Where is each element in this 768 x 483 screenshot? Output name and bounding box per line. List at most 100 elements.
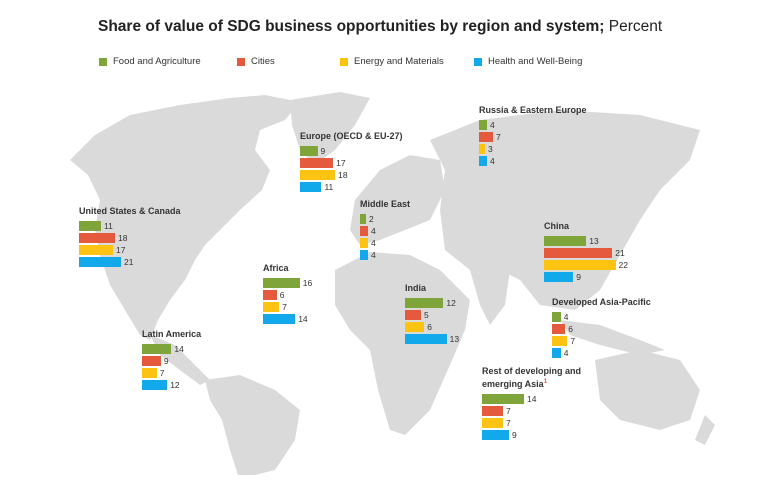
- bar-value: 12: [170, 380, 180, 390]
- bar-row: 4: [360, 249, 410, 261]
- bar-row: 11: [300, 181, 403, 193]
- region-title: Europe (OECD & EU-27): [300, 131, 403, 141]
- bar-row: 14: [263, 313, 312, 325]
- swatch-food-icon: [99, 57, 107, 66]
- bar-row: 9: [300, 145, 403, 157]
- bar-row: 4: [360, 237, 410, 249]
- bar-row: 11: [79, 220, 181, 232]
- bar: [405, 298, 444, 308]
- region-chart: Europe (OECD & EU-27) 9 17 18 11: [300, 131, 403, 193]
- bar: [479, 132, 493, 142]
- bar-value: 7: [282, 302, 287, 312]
- bar-value: 4: [563, 348, 569, 358]
- bar-value: 17: [116, 245, 126, 255]
- bar-row: 4: [479, 155, 587, 167]
- bar-value: 14: [174, 344, 184, 354]
- bar-value: 14: [298, 314, 308, 324]
- bar-row: 9: [544, 271, 628, 283]
- region-title: United States & Canada: [79, 206, 181, 216]
- bar-value: 21: [124, 257, 134, 267]
- title-text: Share of value of SDG business opportuni…: [98, 18, 605, 35]
- bar-row: 5: [405, 309, 459, 321]
- chart-title: Share of value of SDG business opportuni…: [98, 18, 662, 36]
- bar-row: 22: [544, 259, 628, 271]
- bar-row: 4: [479, 119, 587, 131]
- bar-value: 4: [371, 226, 376, 236]
- bar: [544, 272, 574, 282]
- title-unit: Percent: [604, 18, 663, 35]
- bar: [544, 248, 613, 258]
- bar-row: 13: [544, 235, 628, 247]
- bar-value: 16: [302, 278, 313, 288]
- legend-item-health: Health and Well-Being: [474, 56, 582, 67]
- region-chart: Africa 16 6 7 14: [263, 263, 312, 325]
- region-title: Africa: [263, 263, 289, 273]
- bar-value: 4: [371, 238, 376, 248]
- region-title: Developed Asia-Pacific: [552, 297, 651, 307]
- bar-value: 13: [449, 334, 460, 344]
- bar-row: 9: [482, 429, 581, 441]
- swatch-cities-icon: [237, 57, 245, 66]
- legend-label: Cities: [251, 56, 275, 67]
- bar: [360, 250, 368, 260]
- bar: [479, 156, 487, 166]
- bar-row: 18: [79, 232, 181, 244]
- asia-shape: [430, 110, 700, 310]
- bar: [479, 120, 487, 130]
- bar-row: 7: [552, 335, 651, 347]
- bar-value: 7: [570, 336, 576, 346]
- bar-row: 7: [482, 405, 581, 417]
- bar-value: 2: [369, 214, 374, 224]
- legend-label: Health and Well-Being: [488, 56, 583, 67]
- bar: [360, 214, 366, 224]
- bar-row: 17: [300, 157, 403, 169]
- bar-value: 9: [512, 430, 517, 440]
- bar: [552, 312, 561, 322]
- africa-shape: [335, 252, 470, 435]
- europe-shape: [350, 155, 445, 245]
- bar: [263, 302, 280, 312]
- bar: [479, 144, 485, 154]
- region-title: Latin America: [142, 329, 202, 339]
- region-title: China: [544, 221, 570, 231]
- region-title: Rest of developing and emerging Asia1: [482, 366, 582, 389]
- bar: [544, 236, 587, 246]
- bar: [142, 344, 172, 354]
- bar-value: 11: [104, 221, 113, 231]
- bar-value: 14: [527, 394, 537, 404]
- region-chart: Russia & Eastern Europe 4 7 3 4: [479, 105, 587, 167]
- new-zealand-shape: [695, 415, 715, 445]
- bar-value: 17: [336, 158, 346, 168]
- bar: [79, 221, 101, 231]
- region-chart: China 13 21 22 9: [544, 221, 628, 283]
- bar: [300, 182, 322, 192]
- bar: [360, 238, 368, 248]
- bar-value: 4: [563, 312, 569, 322]
- bar-row: 12: [142, 379, 201, 391]
- legend-item-energy: Energy and Materials: [340, 56, 474, 67]
- bar-value: 5: [424, 310, 429, 320]
- region-title: Russia & Eastern Europe: [479, 105, 587, 115]
- bar: [263, 314, 296, 324]
- legend-item-cities: Cities: [237, 56, 340, 67]
- bar: [482, 406, 503, 416]
- legend: Food and Agriculture Cities Energy and M…: [99, 56, 582, 67]
- swatch-energy-icon: [340, 57, 348, 66]
- region-chart: Rest of developing and emerging Asia1 14 7 7…: [482, 366, 581, 441]
- bar-value: 13: [589, 236, 599, 246]
- bar-value: 7: [159, 368, 165, 378]
- legend-label: Food and Agriculture: [113, 56, 201, 67]
- bar-value: 7: [496, 132, 501, 142]
- bar-row: 17: [79, 244, 181, 256]
- bar: [552, 324, 566, 334]
- southeast-asia-shape: [560, 320, 665, 355]
- bar: [405, 322, 425, 332]
- bar: [263, 278, 300, 288]
- bar-value: 3: [488, 144, 493, 154]
- bar-value: 4: [490, 120, 495, 130]
- bar-value: 18: [118, 233, 128, 243]
- region-chart: India 12 5 6 13: [405, 283, 459, 345]
- bar-row: 4: [360, 225, 410, 237]
- bar-row: 7: [482, 417, 581, 429]
- bar-value: 21: [615, 248, 625, 258]
